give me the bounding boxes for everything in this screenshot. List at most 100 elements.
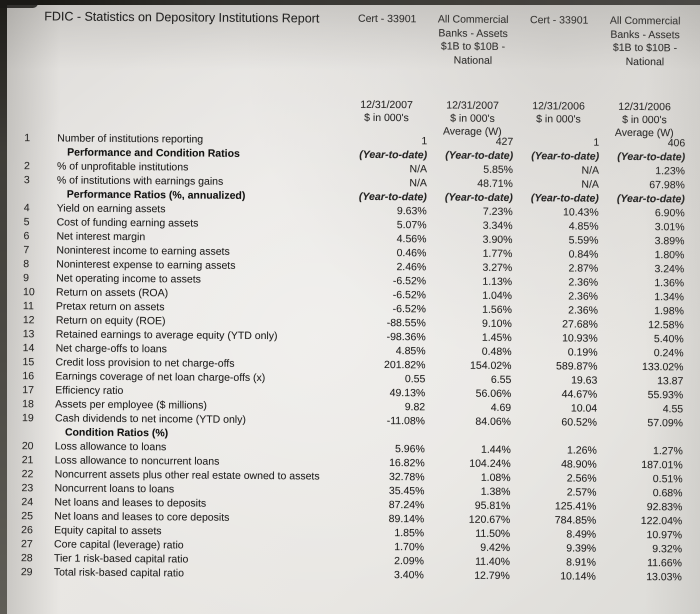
row-value: -11.08% <box>386 415 426 428</box>
row-value: 1.36% <box>654 277 685 290</box>
column-group-header-line: All Commercial <box>437 13 509 26</box>
row-number: 29 <box>20 566 33 579</box>
row-value: 9.32% <box>652 543 683 556</box>
row-value: 2.36% <box>568 290 599 303</box>
row-value: (Year-to-date) <box>617 150 686 164</box>
row-value: 0.46% <box>396 247 427 260</box>
row-value: 1.38% <box>480 485 511 499</box>
row-value: 10.14% <box>560 570 596 583</box>
row-value: 8.49% <box>566 528 597 541</box>
row-value: N/A <box>581 178 599 191</box>
row-value: 5.59% <box>568 234 599 247</box>
row-value: (Year-to-date) <box>531 150 600 163</box>
column-date: 12/31/2007 <box>360 98 413 112</box>
row-value: 0.24% <box>653 347 684 360</box>
row-value: 3.24% <box>654 263 685 276</box>
row-value: 57.09% <box>647 417 684 430</box>
row-value: 0.84% <box>568 248 599 261</box>
row-value: 1.26% <box>567 444 597 457</box>
column-units: $ in 000's <box>450 112 495 125</box>
row-value: 2.36% <box>568 304 598 317</box>
page-title: FDIC - Statistics on Depository Institut… <box>44 9 320 26</box>
row-number: 6 <box>23 230 30 243</box>
row-value: 87.24% <box>388 499 425 512</box>
row-value: 0.48% <box>481 345 512 359</box>
row-value: 154.02% <box>469 359 512 373</box>
row-number: 9 <box>23 272 30 285</box>
row-value: 92.83% <box>646 501 683 514</box>
row-value: 32.78% <box>388 471 425 484</box>
row-value: 1.98% <box>654 305 684 318</box>
column-headers: Cert - 33901 All Commercial Banks - Assets… <box>344 13 688 70</box>
row-value: 589.87% <box>555 360 598 373</box>
column-units: $ in 000's <box>622 113 667 127</box>
row-number: 1 <box>24 132 31 145</box>
column-date: 12/31/2006 <box>532 100 585 113</box>
row-value: 2.09% <box>394 555 425 568</box>
row-value: 11.40% <box>475 555 511 569</box>
row-value: 1 <box>593 136 600 149</box>
row-value: 11.50% <box>475 527 511 541</box>
row-value: 10.93% <box>562 332 598 345</box>
row-value: 5.40% <box>653 333 684 346</box>
row-value: 7.23% <box>482 205 513 219</box>
row-number: 2 <box>24 160 30 173</box>
row-number: 25 <box>21 510 34 523</box>
column-group-header: All Commercial Banks - Assets $1B to $10B … <box>430 13 516 68</box>
row-value: 16.82% <box>389 457 425 470</box>
column-group-header: Cert - 33901 <box>344 13 430 68</box>
row-value: 2.56% <box>566 472 597 485</box>
report-table: 1 Number of institutions reporting 1 427… <box>0 131 700 584</box>
column-group-header-line: National <box>453 54 493 67</box>
row-number: 12 <box>22 314 35 327</box>
row-value: 122.04% <box>640 515 683 528</box>
row-number: 22 <box>21 468 34 481</box>
column-date: 12/31/2007 <box>446 99 499 112</box>
row-value: 4.85% <box>395 345 426 358</box>
row-value: 1.77% <box>482 247 513 261</box>
row-number: 5 <box>23 216 30 229</box>
row-value: 1.56% <box>482 303 512 317</box>
row-label: Total risk-based capital ratio <box>53 566 185 580</box>
row-number: 23 <box>21 482 34 495</box>
column-subheader: 12/31/2007 $ in 000's <box>343 99 429 139</box>
row-value: 3.89% <box>654 235 685 248</box>
row-value: (Year-to-date) <box>358 190 427 204</box>
row-value: N/A <box>409 177 427 190</box>
row-value: 2.36% <box>568 276 599 289</box>
row-value: 187.01% <box>641 459 683 472</box>
row-value: 2.46% <box>396 261 427 274</box>
row-value: N/A <box>581 164 600 177</box>
column-group-header-line: Cert - 33901 <box>357 12 417 26</box>
row-value: 1.45% <box>481 331 512 345</box>
row-value: 35.45% <box>388 485 425 498</box>
row-value: 120.67% <box>468 513 511 527</box>
row-value: 1.13% <box>482 275 513 289</box>
column-group-header: Cert - 33901 <box>516 14 602 69</box>
row-number: 10 <box>23 286 35 299</box>
row-number: 14 <box>22 342 35 355</box>
row-value: 2.87% <box>568 262 599 275</box>
row-value: 1.04% <box>482 289 513 303</box>
photo-corner-top-left <box>0 0 38 8</box>
row-value: 3.34% <box>482 219 513 233</box>
row-value: 9.39% <box>566 542 597 555</box>
column-group-header-line: National <box>625 55 665 68</box>
row-value: 4.55 <box>662 403 684 416</box>
row-value: 48.90% <box>561 458 597 471</box>
column-subheader: 12/31/2006 $ in 000's Average (W) <box>601 101 687 141</box>
row-number: 21 <box>21 454 34 467</box>
row-value: 9.63% <box>396 205 427 218</box>
row-value: 1.27% <box>653 445 683 458</box>
row-number: 26 <box>21 524 33 537</box>
column-group-header-line: $1B to $10B - <box>612 41 678 55</box>
row-value: 0.68% <box>652 487 683 500</box>
row-value: 8.91% <box>566 556 597 569</box>
row-value: 3.01% <box>654 221 685 234</box>
row-value: 55.93% <box>647 389 684 402</box>
row-value: 133.02% <box>641 361 684 374</box>
row-value: 1.23% <box>655 165 686 178</box>
column-date: 12/31/2006 <box>618 100 671 114</box>
column-units: $ in 000's <box>364 111 409 125</box>
row-value: 84.06% <box>475 415 512 429</box>
